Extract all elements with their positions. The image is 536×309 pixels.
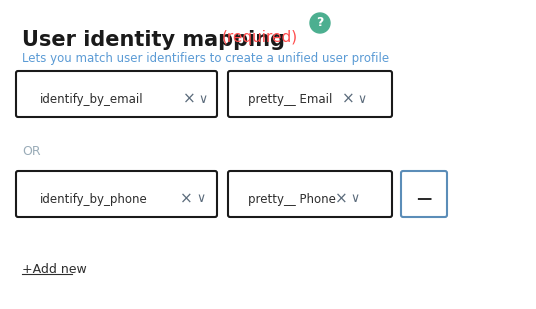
Text: ∨: ∨ <box>350 193 359 205</box>
Text: User identity mapping: User identity mapping <box>22 30 285 50</box>
Text: ×: × <box>335 192 348 206</box>
Circle shape <box>310 13 330 33</box>
Text: Lets you match user identifiers to create a unified user profile: Lets you match user identifiers to creat… <box>22 52 389 65</box>
Text: pretty__ Email: pretty__ Email <box>248 92 332 105</box>
Text: identify_by_phone: identify_by_phone <box>40 193 148 205</box>
Text: ×: × <box>183 91 196 107</box>
Text: ×: × <box>342 91 355 107</box>
Text: OR: OR <box>22 145 41 158</box>
Text: ×: × <box>180 192 193 206</box>
FancyBboxPatch shape <box>228 71 392 117</box>
Text: —: — <box>416 192 431 206</box>
FancyBboxPatch shape <box>16 71 217 117</box>
Text: +Add new: +Add new <box>22 263 87 276</box>
Text: ∨: ∨ <box>196 193 205 205</box>
Text: (required): (required) <box>222 30 298 45</box>
Text: ∨: ∨ <box>357 92 366 105</box>
Text: pretty__ Phone: pretty__ Phone <box>248 193 336 205</box>
FancyBboxPatch shape <box>16 171 217 217</box>
FancyBboxPatch shape <box>401 171 447 217</box>
Text: ?: ? <box>316 16 324 29</box>
Text: ∨: ∨ <box>198 92 207 105</box>
Text: identify_by_email: identify_by_email <box>40 92 144 105</box>
FancyBboxPatch shape <box>228 171 392 217</box>
